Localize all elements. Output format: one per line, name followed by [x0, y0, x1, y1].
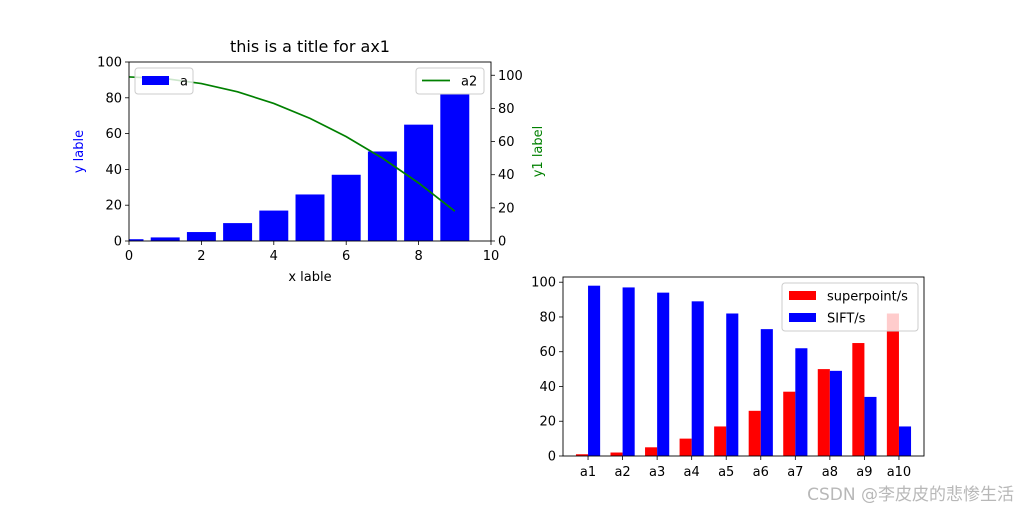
x-tick-label: a7 — [787, 465, 803, 480]
x-tick-label: 8 — [414, 249, 422, 264]
y-tick-label: 60 — [539, 345, 556, 360]
bar-sift — [726, 313, 739, 456]
x-axis-label: x lable — [288, 270, 331, 285]
bar-a — [186, 232, 216, 241]
y2-tick-label: 40 — [498, 168, 515, 183]
y2-tick-label: 100 — [498, 69, 523, 84]
y-tick-label: 20 — [539, 415, 556, 430]
legend-label: superpoint/s — [827, 290, 908, 305]
legend-label: SIFT/s — [827, 312, 866, 327]
x-tick-label: 0 — [125, 249, 133, 264]
chart-ax2: a1 a2 a3 a4 a5 a6 a7 a8 a9 a10 0 20 40 60 80 100 superpo… — [531, 276, 925, 480]
legend-swatch — [142, 76, 169, 85]
legend-a: a — [134, 67, 194, 95]
bar-superpoint — [886, 313, 899, 456]
bar-sift — [864, 396, 877, 456]
legend-swatch — [789, 313, 816, 322]
legend-label: a2 — [461, 75, 477, 90]
x-tick-label: a3 — [649, 465, 665, 480]
x-tick-label: a4 — [684, 465, 700, 480]
bar-sift — [898, 426, 912, 456]
bar-a — [331, 174, 361, 241]
x-tick-label: a1 — [580, 465, 596, 480]
bar-superpoint — [575, 454, 589, 456]
bar-a — [295, 194, 325, 241]
y2-tick-label: 60 — [498, 135, 515, 150]
y-tick-label: 40 — [539, 380, 556, 395]
legend: superpoint/s SIFT/s — [781, 282, 919, 332]
y-axis-label: y lable — [72, 130, 87, 173]
bar-a — [129, 239, 144, 241]
bar-a — [150, 237, 180, 241]
y2-axis-label: y1 label — [531, 126, 546, 178]
bar-sift — [760, 329, 773, 456]
y-tick-label: 100 — [531, 276, 556, 291]
plot-area — [129, 76, 470, 241]
y-tick-label: 20 — [105, 199, 122, 214]
legend-swatch — [789, 291, 816, 300]
bar-sift — [588, 285, 601, 456]
bar-a — [259, 210, 289, 241]
x-tick-label: 4 — [270, 249, 278, 264]
y2-tick-label: 80 — [498, 102, 515, 117]
bar-superpoint — [783, 391, 796, 456]
bar-superpoint — [645, 447, 658, 456]
axes-frame — [562, 276, 925, 457]
y2-tick-label: 20 — [498, 201, 515, 216]
bar-sift — [622, 287, 635, 456]
x-tick-label: 6 — [342, 249, 350, 264]
bar-a — [367, 151, 397, 241]
bar-sift — [691, 301, 704, 456]
x-tick-label: a9 — [856, 465, 872, 480]
bar-a — [440, 94, 470, 241]
bar-superpoint — [714, 426, 727, 456]
x-tick-label: 2 — [197, 249, 205, 264]
y-tick-label: 40 — [105, 163, 122, 178]
x-tick-label: a2 — [614, 465, 630, 480]
y-tick-label: 0 — [548, 450, 556, 465]
axes-frame — [128, 61, 492, 242]
y-tick-label: 80 — [539, 310, 556, 325]
x-tick-label: a6 — [753, 465, 769, 480]
bar-sift — [829, 370, 842, 456]
watermark: CSDN @李皮皮的悲惨生活 — [807, 485, 1014, 505]
bar-sift — [795, 348, 808, 456]
legend-label: a — [180, 75, 188, 90]
legend-a2: a2 — [415, 67, 485, 95]
bar-superpoint — [679, 438, 692, 456]
y-tick-label: 60 — [105, 127, 122, 142]
bar-sift — [657, 292, 670, 456]
x-tick-label: a10 — [887, 465, 912, 480]
bar-superpoint — [852, 343, 865, 456]
y-tick-label: 0 — [114, 235, 122, 250]
y-tick-label: 80 — [105, 91, 122, 106]
x-tick-label: 10 — [483, 249, 500, 264]
bar-superpoint — [817, 369, 830, 456]
bar-superpoint — [748, 410, 761, 456]
chart-title: this is a title for ax1 — [230, 37, 390, 56]
x-tick-label: a5 — [718, 465, 734, 480]
bar-a — [223, 223, 253, 241]
x-tick-label: a8 — [822, 465, 838, 480]
y-tick-label: 100 — [97, 56, 122, 71]
y2-tick-label: 0 — [498, 235, 506, 250]
bar-superpoint — [610, 452, 623, 456]
